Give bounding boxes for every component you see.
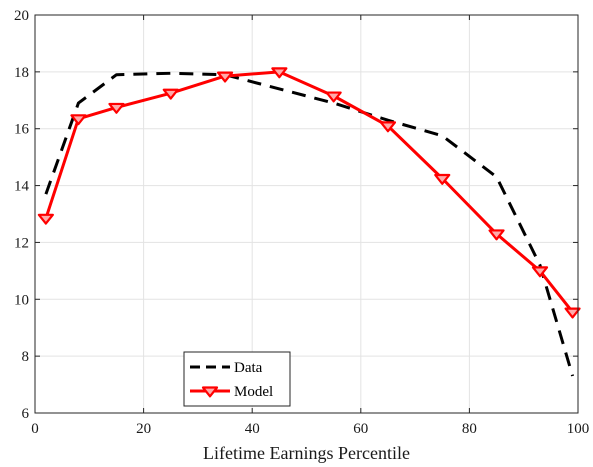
- y-tick-label: 8: [22, 349, 30, 365]
- series-point-model: [271, 67, 288, 79]
- series-point-model: [108, 102, 125, 114]
- legend-label-data: Data: [234, 360, 263, 376]
- legend: Data Model: [183, 351, 291, 407]
- series-point-model: [37, 213, 54, 225]
- series-point-model: [434, 173, 451, 185]
- legend-box: [183, 351, 291, 407]
- y-tick-label: 18: [14, 65, 29, 81]
- plot-frame: [34, 14, 579, 414]
- series-line-model: [44, 70, 574, 314]
- y-tick-label: 10: [14, 292, 29, 308]
- series-point-model: [70, 114, 87, 126]
- x-tick-label: 40: [245, 421, 260, 437]
- series-point-model: [564, 307, 581, 319]
- legend-marker-model: [201, 386, 219, 398]
- x-axis-label: Lifetime Earnings Percentile: [203, 443, 410, 463]
- legend-label-model: Model: [234, 384, 273, 400]
- y-tick-label: 6: [22, 406, 30, 422]
- x-tick-label: 100: [567, 421, 590, 437]
- y-tick-label: 12: [14, 235, 29, 251]
- y-tick-label: 14: [14, 179, 30, 195]
- x-tick-label: 0: [31, 421, 39, 437]
- series-point-model: [531, 266, 549, 278]
- x-tick-label: 20: [136, 421, 151, 437]
- y-tick-label: 20: [14, 8, 29, 24]
- series-layer: [37, 67, 581, 377]
- series-point-model: [325, 91, 342, 103]
- x-tick-label: 80: [462, 421, 477, 437]
- axis-ticks: 0 20 40 60 80 100 6 8 10 12 14 16 18 20: [14, 8, 589, 437]
- y-tick-label: 16: [14, 122, 30, 138]
- series-point-model: [162, 88, 179, 100]
- series-point-model: [216, 71, 234, 83]
- series-point-model: [379, 121, 397, 133]
- x-tick-label: 60: [353, 421, 368, 437]
- series-point-model: [488, 229, 505, 241]
- series-line-data: [44, 71, 575, 377]
